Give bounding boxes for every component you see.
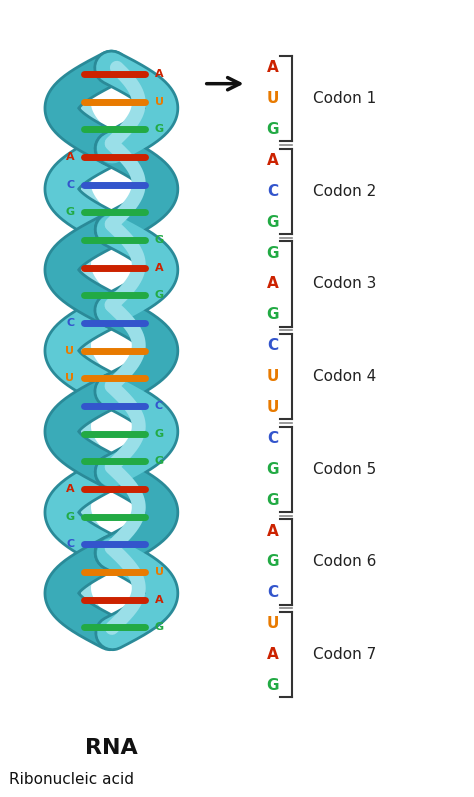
Text: G: G — [65, 207, 74, 218]
Text: U: U — [266, 369, 279, 384]
Text: A: A — [267, 61, 278, 75]
Text: A: A — [155, 595, 164, 605]
Text: G: G — [266, 678, 279, 693]
Text: G: G — [155, 235, 164, 245]
Text: A: A — [267, 153, 278, 168]
Text: A: A — [267, 524, 278, 539]
Text: RNA: RNA — [85, 737, 138, 758]
Text: A: A — [65, 484, 74, 494]
Text: U: U — [266, 400, 279, 415]
Text: U: U — [65, 373, 74, 383]
Text: U: U — [65, 346, 74, 355]
Text: U: U — [266, 616, 279, 631]
Text: Codon 7: Codon 7 — [313, 647, 376, 662]
Text: C: C — [66, 318, 74, 328]
Text: A: A — [155, 263, 164, 273]
Text: G: G — [266, 308, 279, 322]
Text: Codon 4: Codon 4 — [313, 369, 376, 384]
Text: Codon 1: Codon 1 — [313, 91, 376, 106]
Text: G: G — [266, 214, 279, 230]
Text: A: A — [155, 69, 164, 79]
Text: G: G — [155, 290, 164, 300]
Text: G: G — [266, 555, 279, 569]
Text: A: A — [65, 152, 74, 162]
Text: U: U — [155, 96, 164, 107]
Text: C: C — [66, 540, 74, 549]
Text: G: G — [266, 461, 279, 477]
Text: Codon 2: Codon 2 — [313, 184, 376, 198]
Text: U: U — [266, 91, 279, 106]
Text: G: G — [155, 456, 164, 466]
Text: C: C — [267, 184, 278, 198]
Text: C: C — [66, 180, 74, 190]
Text: Codon 6: Codon 6 — [313, 555, 376, 569]
Text: G: G — [266, 245, 279, 261]
Text: G: G — [155, 622, 164, 632]
Text: Codon 5: Codon 5 — [313, 461, 376, 477]
Text: A: A — [267, 277, 278, 292]
Text: G: G — [155, 429, 164, 438]
Text: G: G — [155, 124, 164, 135]
Text: A: A — [267, 647, 278, 662]
Text: C: C — [155, 401, 163, 411]
Text: G: G — [266, 122, 279, 137]
Text: Ribonucleic acid: Ribonucleic acid — [9, 772, 135, 787]
Text: C: C — [267, 585, 278, 600]
Text: C: C — [267, 431, 278, 446]
Text: Codon 3: Codon 3 — [313, 277, 376, 292]
Text: C: C — [267, 338, 278, 353]
Text: G: G — [266, 493, 279, 508]
Text: G: G — [65, 512, 74, 521]
Text: U: U — [155, 567, 164, 577]
